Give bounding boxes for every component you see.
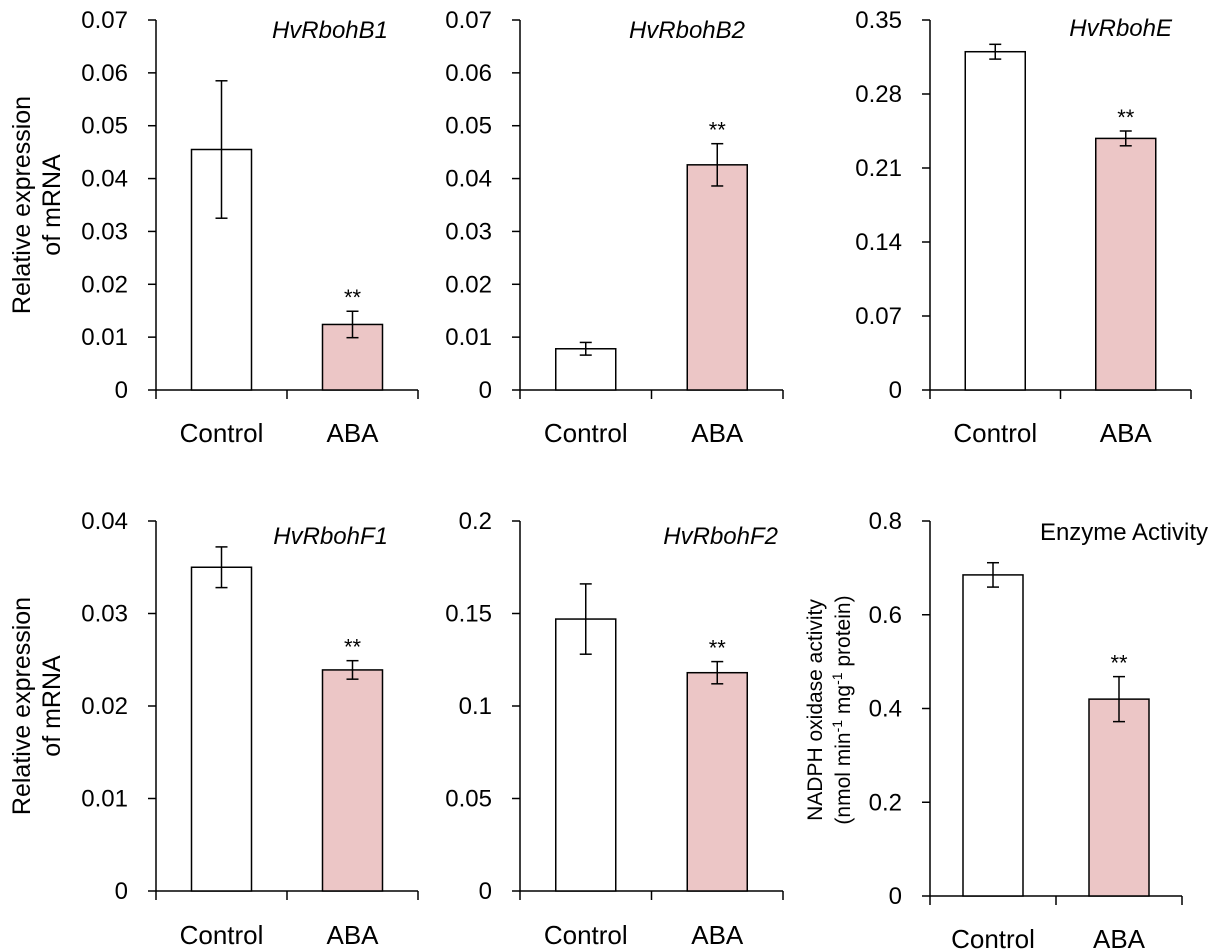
y-tick-label: 0.05 [445,113,492,140]
x-category-label: Control [180,920,264,950]
chart-panel-5: 0 0.05 0.1 0.15 0.2 Control ** ABA HvRbohF2 [445,508,784,950]
chart-title: HvRbohB2 [629,17,745,44]
x-category-label: Control [544,920,628,950]
y-axis-label-part: mg [832,685,855,720]
y-tick-label: 0.1 [459,693,492,720]
y-axis-label: Relative expressionof mRNA [8,96,66,314]
y-tick-label: 0.03 [81,218,128,245]
chart-title: HvRbohF1 [273,523,388,550]
bar-aba [321,669,384,892]
y-tick-label: 0.01 [81,786,128,813]
y-tick-label: 0.07 [445,7,492,34]
significance-marker: ** [1117,105,1135,130]
chart-panel-4: 0 0.01 0.02 0.03 0.04 Control ** ABA HvRbohF1 Rel… [8,508,419,950]
y-tick-label: 0.4 [869,696,902,723]
y-axis-label-line: (nmol min [832,732,855,824]
y-tick-label: 0 [889,377,902,404]
y-tick-label: 0.01 [445,324,492,351]
significance-marker: ** [344,285,362,310]
x-category-label: ABA [1093,924,1146,951]
y-tick-label: 0.35 [855,7,902,34]
y-tick-label: 0.06 [81,60,128,87]
y-axis-label-line: Relative expression [8,96,36,314]
y-tick-label: 0 [115,878,128,905]
y-tick-label: 0.05 [81,113,128,140]
y-tick-label: 0 [889,883,902,910]
y-tick-label: 0.04 [445,166,492,193]
y-tick-label: 0.2 [459,508,492,535]
bar-aba [686,671,748,892]
y-tick-label: 0.2 [869,789,902,816]
x-category-label: ABA [691,920,744,950]
y-axis-label: Relative expressionof mRNA [8,597,66,815]
y-tick-label: 0.05 [445,786,492,813]
y-tick-label: 0.06 [445,60,492,87]
chart-panel-1: 0 0.01 0.02 0.03 0.04 0.05 0.06 0.07 Control ** AB… [8,7,419,448]
y-tick-label: 0.21 [855,155,902,182]
chart-title: HvRbohB1 [272,17,388,44]
y-tick-label: 0.02 [81,693,128,720]
y-tick-label: 0.14 [855,229,902,256]
y-tick-label: 0.07 [855,303,902,330]
y-tick-label: 0 [479,878,492,905]
y-axis-label-part: protein) [832,595,855,672]
x-category-label: Control [953,418,1037,448]
chart-title: HvRbohF2 [663,523,778,550]
x-category-label: Control [951,924,1035,951]
y-tick-label: 0.04 [81,508,128,535]
significance-marker: ** [709,118,727,143]
x-category-label: ABA [326,920,379,950]
bar-aba [1088,698,1150,897]
bar-control [190,566,253,892]
bar-aba [1095,137,1157,391]
chart-panel-6: 0 0.2 0.4 0.6 0.8 Control ** ABA Enzyme Activity… [804,508,1208,951]
y-tick-label: 0.02 [81,271,128,298]
x-category-label: ABA [1100,418,1153,448]
y-tick-label: 0.28 [855,81,902,108]
significance-marker: ** [1110,651,1128,676]
x-category-label: Control [180,418,264,448]
superscript: -1 [829,720,845,733]
y-tick-label: 0.03 [445,218,492,245]
y-tick-label: 0 [479,377,492,404]
y-axis-label-line: NADPH oxidase activity [804,599,827,821]
bar-control [555,618,617,892]
bar-control [964,50,1026,391]
chart-panel-3: 0 0.07 0.14 0.21 0.28 0.35 Control ** ABA HvRbohE [855,7,1192,448]
bar-aba [686,164,748,391]
y-tick-label: 0.03 [81,601,128,628]
y-axis-label-line: of mRNA [38,655,66,757]
x-category-label: Control [544,418,628,448]
x-category-label: ABA [326,418,379,448]
y-tick-label: 0.01 [81,324,128,351]
significance-marker: ** [344,635,362,660]
y-tick-label: 0.6 [869,602,902,629]
x-category-label: ABA [691,418,744,448]
y-tick-label: 0.04 [81,166,128,193]
y-axis-label: NADPH oxidase activity (nmol min-1 mg-1 p… [804,595,855,824]
chart-title: HvRbohE [1069,15,1173,42]
y-axis-label-line: of mRNA [38,154,66,256]
chart-panel-2: 0 0.01 0.02 0.03 0.04 0.05 0.06 0.07 Control ** AB… [445,7,784,448]
chart-title: Enzyme Activity [1040,519,1208,546]
y-tick-label: 0.8 [869,508,902,535]
y-axis-label-line: Relative expression [8,597,36,815]
y-tick-label: 0.02 [445,271,492,298]
y-tick-label: 0.15 [445,601,492,628]
y-tick-label: 0.07 [81,7,128,34]
significance-marker: ** [709,636,727,661]
superscript: -1 [829,672,845,685]
y-tick-label: 0 [115,377,128,404]
bar-control [962,574,1024,897]
